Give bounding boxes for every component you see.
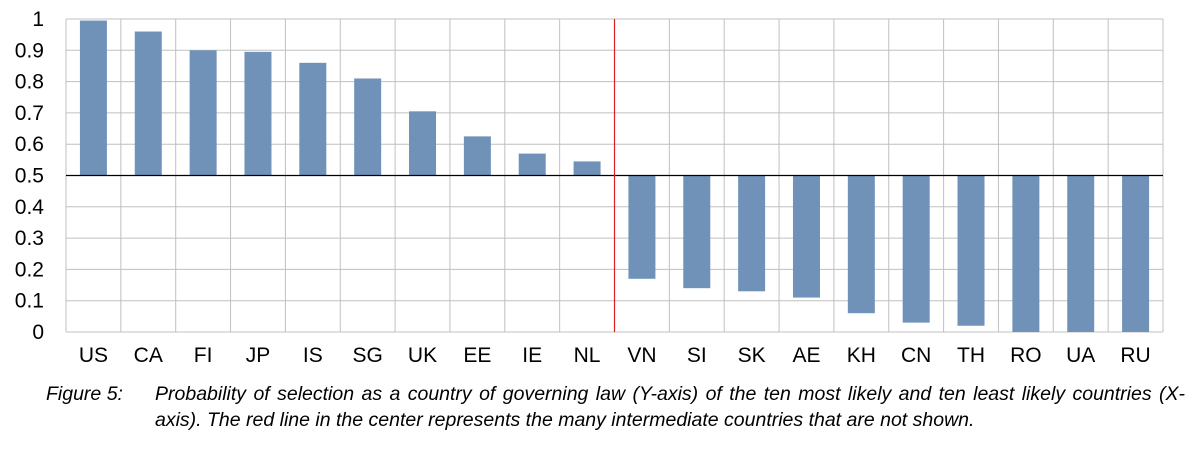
bar-si	[683, 175, 711, 289]
x-category-label: US	[79, 344, 108, 367]
x-category-label: CA	[134, 344, 163, 367]
y-tick-label: 0.4	[15, 196, 45, 219]
x-category-label: IS	[303, 344, 323, 367]
bar-us	[79, 20, 107, 176]
bar-ca	[134, 31, 162, 176]
y-tick-label: 0.9	[15, 39, 44, 62]
x-category-label: UK	[408, 344, 437, 367]
x-category-label: SG	[353, 344, 383, 367]
bar-cn	[902, 175, 930, 323]
bar-ie	[518, 153, 546, 176]
y-tick-label: 0.6	[15, 133, 44, 156]
bar-vn	[628, 175, 656, 279]
x-category-label: IE	[522, 344, 542, 367]
bar-ae	[792, 175, 820, 298]
x-category-label: SI	[687, 344, 707, 367]
y-tick-label: 0	[32, 321, 44, 344]
caption-label: Figure 5:	[46, 383, 123, 405]
x-category-label: TH	[957, 344, 985, 367]
bar-jp	[244, 51, 272, 176]
bar-is	[299, 62, 327, 176]
x-category-label: AE	[792, 344, 820, 367]
x-category-label: KH	[847, 344, 876, 367]
y-axis-tick-labels: 0 0.1 0.2 0.3 0.4 0.5 0.6 0.7 0.8 0.9 1	[15, 8, 45, 344]
x-category-label: FI	[194, 344, 213, 367]
x-category-label: NL	[574, 344, 601, 367]
bar-fi	[189, 50, 217, 176]
x-category-label: CN	[901, 344, 931, 367]
bar-chart: 0 0.1 0.2 0.3 0.4 0.5 0.6 0.7 0.8 0.9 1 US CA FI JP IS…	[15, 8, 1164, 367]
x-category-label: VN	[627, 344, 656, 367]
x-category-label: RO	[1010, 344, 1042, 367]
reference-lines	[66, 19, 1163, 332]
bar-ee	[463, 136, 491, 176]
bar-ua	[1067, 175, 1095, 332]
y-tick-label: 0.2	[15, 258, 44, 281]
y-tick-label: 0.3	[15, 227, 44, 250]
bar-nl	[573, 161, 601, 176]
bar-ru	[1122, 175, 1150, 332]
bar-ro	[1012, 175, 1040, 332]
y-tick-label: 1	[32, 8, 44, 31]
bar-sk	[738, 175, 766, 292]
y-tick-label: 0.5	[15, 165, 44, 188]
y-tick-label: 0.1	[15, 290, 44, 313]
bars	[79, 20, 1150, 332]
y-tick-label: 0.7	[15, 102, 44, 125]
x-category-label: UA	[1066, 344, 1095, 367]
bar-uk	[409, 111, 437, 176]
y-tick-label: 0.8	[15, 71, 44, 94]
x-category-label: RU	[1120, 344, 1150, 367]
x-category-label: EE	[463, 344, 491, 367]
x-category-label: JP	[246, 344, 271, 367]
bar-th	[957, 175, 985, 326]
x-axis-category-labels: US CA FI JP IS SG UK EE IE NL VN SI SK AE KH CN TH RO UA RU	[79, 344, 1151, 367]
x-category-label: SK	[738, 344, 766, 367]
caption-text: Probability of selection as a country of…	[155, 383, 1185, 431]
bar-sg	[354, 78, 382, 176]
bar-kh	[847, 175, 875, 314]
